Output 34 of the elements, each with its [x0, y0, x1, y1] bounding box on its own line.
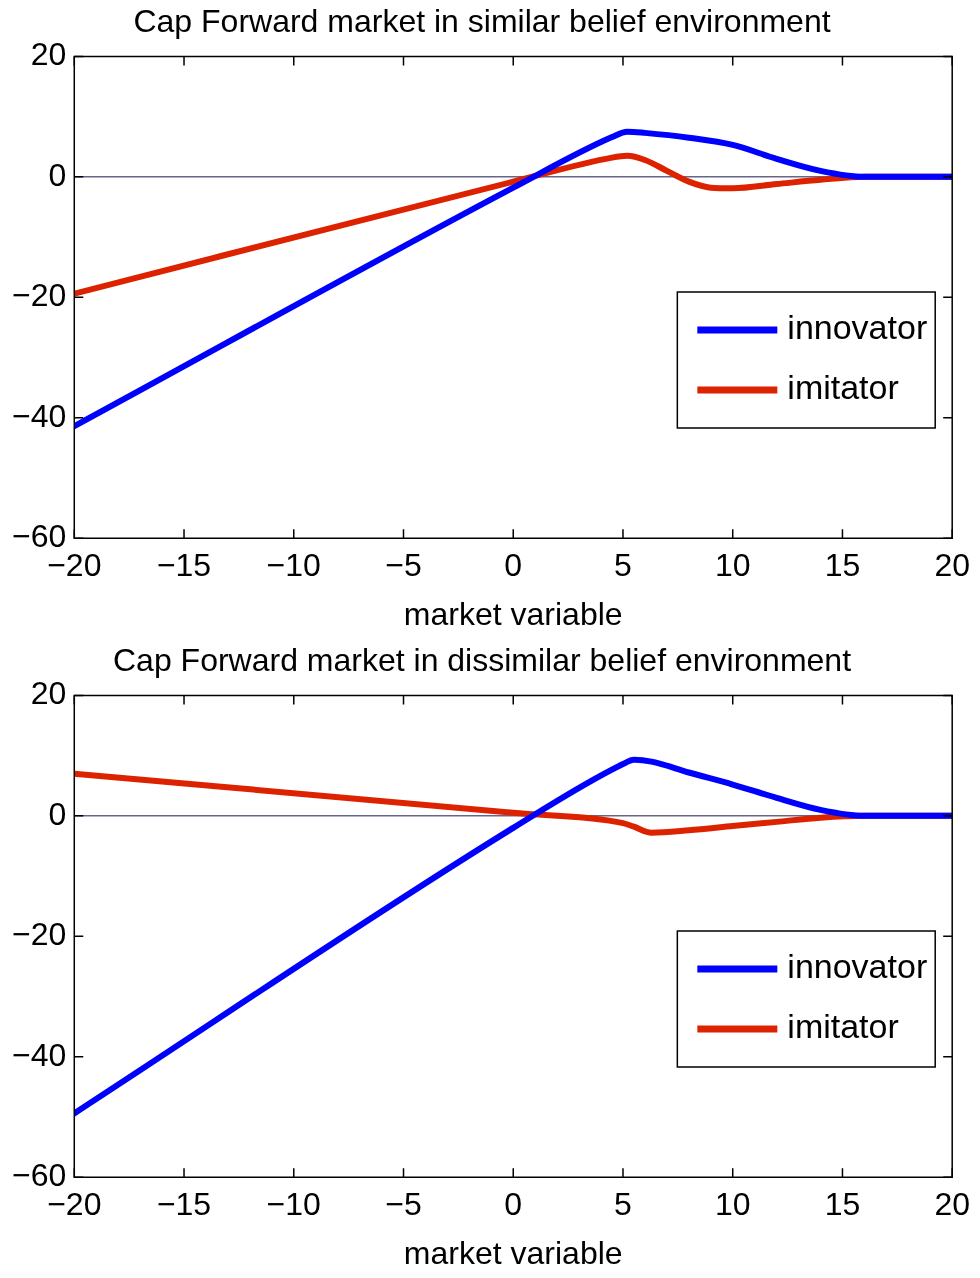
x-tick-label: −15 — [156, 1186, 212, 1223]
y-tick-label: 0 — [48, 156, 67, 193]
y-tick-label: 20 — [30, 36, 67, 73]
x-tick-label: 15 — [824, 547, 861, 584]
chart-title: Cap Forward market in similar belief environment — [133, 3, 831, 40]
y-tick-label: 0 — [48, 795, 67, 832]
x-tick-label: 10 — [714, 1186, 751, 1223]
x-tick-label: −5 — [385, 547, 422, 584]
y-tick-label: −40 — [12, 1036, 67, 1073]
x-tick-label: −10 — [266, 1186, 321, 1223]
x-tick-label: −15 — [156, 547, 212, 584]
x-tick-label: −5 — [385, 1186, 422, 1223]
y-tick-label: −20 — [12, 916, 67, 953]
x-tick-label: 0 — [504, 1186, 523, 1223]
legend-label: imitator — [787, 1007, 899, 1046]
y-tick-label: −20 — [12, 277, 67, 314]
legend-label: innovator — [787, 308, 928, 347]
legend-label: imitator — [787, 368, 899, 407]
y-tick-label: 20 — [30, 675, 67, 712]
x-tick-label: 10 — [714, 547, 751, 584]
x-tick-label: 0 — [504, 547, 523, 584]
x-axis-title: market variable — [403, 595, 623, 632]
x-tick-label: 5 — [614, 1186, 632, 1223]
legend-label: innovator — [787, 947, 928, 986]
x-axis-title: market variable — [403, 1234, 623, 1271]
chart-title: Cap Forward market in dissimilar belief environment — [112, 642, 852, 679]
y-tick-label: −40 — [12, 397, 67, 434]
x-tick-label: −10 — [266, 547, 321, 584]
x-tick-label: 20 — [934, 1186, 970, 1223]
y-tick-label: −60 — [12, 1157, 67, 1194]
x-tick-label: 20 — [934, 547, 970, 584]
y-tick-label: −60 — [12, 518, 67, 555]
x-tick-label: 15 — [824, 1186, 861, 1223]
x-tick-label: 5 — [614, 547, 632, 584]
